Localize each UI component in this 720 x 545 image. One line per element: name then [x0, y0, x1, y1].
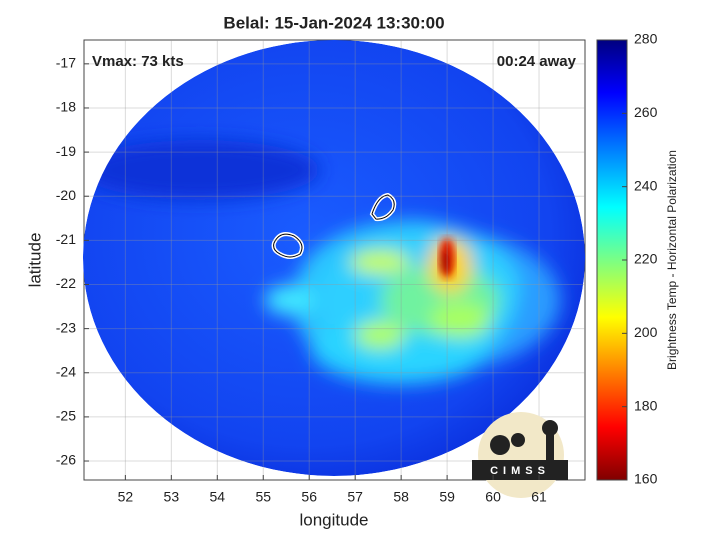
x-tick-label: 56 — [301, 489, 317, 505]
y-tick-label: -18 — [56, 99, 76, 115]
y-tick-label: -20 — [56, 187, 76, 203]
x-axis-label: longitude — [299, 510, 368, 529]
x-tick-label: 52 — [118, 489, 134, 505]
x-tick-label: 61 — [531, 489, 547, 505]
x-tick-label: 53 — [164, 489, 180, 505]
y-tick-label: -21 — [56, 231, 76, 247]
y-tick-label: -23 — [56, 319, 76, 335]
x-tick-label: 57 — [347, 489, 363, 505]
y-tick-label: -17 — [56, 55, 76, 71]
colorbar-tick-label: 200 — [634, 324, 658, 340]
x-tick-label: 60 — [485, 489, 501, 505]
y-axis-label: latitude — [25, 233, 44, 288]
x-tick-label: 55 — [255, 489, 271, 505]
x-tick-label: 54 — [210, 489, 226, 505]
y-tick-label: -24 — [56, 363, 76, 379]
cold-contour-edge — [371, 194, 395, 220]
y-tick-label: -22 — [56, 275, 76, 291]
x-tick-label: 58 — [393, 489, 409, 505]
y-tick-label: -25 — [56, 408, 76, 424]
annotation: Vmax: 73 kts — [92, 53, 184, 70]
colorbar-tick-label: 220 — [634, 251, 658, 267]
logo: CIMSS — [472, 412, 568, 498]
x-tick-label: 59 — [439, 489, 455, 505]
brightness-image — [83, 40, 585, 476]
chart-title: Belal: 15-Jan-2024 13:30:00 — [223, 13, 444, 32]
colorbar-tick-label: 280 — [634, 31, 658, 47]
eye-contour-edge — [273, 233, 303, 258]
annotation: 00:24 away — [497, 53, 577, 70]
colorbar-tick-label: 160 — [634, 471, 658, 487]
colorbar-tick-label: 180 — [634, 397, 658, 413]
logo-text: CIMSS — [490, 465, 550, 477]
colorbar-tick-label: 260 — [634, 104, 658, 120]
colorbar-tick-label: 240 — [634, 177, 658, 193]
colorbar-label: Brightness Temp - Horizontal Polarizatio… — [665, 150, 679, 370]
y-tick-label: -26 — [56, 452, 76, 468]
y-tick-label: -19 — [56, 143, 76, 159]
